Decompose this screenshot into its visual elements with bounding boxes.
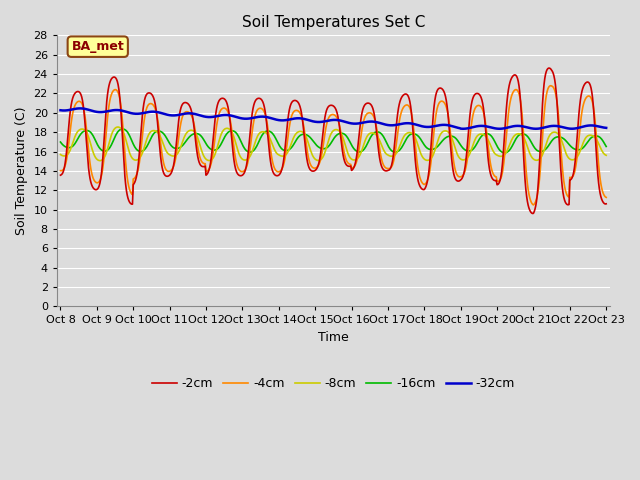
-4cm: [554, 104, 561, 110]
-32cm: [602, 125, 610, 131]
-16cm: [602, 144, 610, 149]
-16cm: [500, 150, 508, 156]
-8cm: [326, 132, 334, 138]
-2cm: [56, 172, 64, 178]
-2cm: [325, 103, 333, 109]
-2cm: [529, 211, 536, 216]
Line: -32cm: -32cm: [60, 108, 606, 129]
-16cm: [554, 134, 561, 140]
-8cm: [602, 153, 610, 158]
-2cm: [602, 201, 610, 207]
Legend: -2cm, -4cm, -8cm, -16cm, -32cm: -2cm, -4cm, -8cm, -16cm, -32cm: [147, 372, 520, 396]
-32cm: [459, 126, 467, 132]
-4cm: [547, 83, 555, 89]
-4cm: [56, 168, 64, 174]
-32cm: [56, 108, 64, 113]
-4cm: [602, 194, 610, 200]
-32cm: [200, 114, 208, 120]
-16cm: [56, 139, 64, 145]
-2cm: [545, 65, 553, 71]
-2cm: [177, 108, 184, 114]
-32cm: [433, 123, 440, 129]
X-axis label: Time: Time: [318, 331, 349, 344]
-32cm: [76, 106, 84, 111]
-16cm: [433, 144, 440, 150]
-4cm: [325, 115, 333, 120]
Title: Soil Temperatures Set C: Soil Temperatures Set C: [242, 15, 425, 30]
-16cm: [177, 144, 185, 150]
-32cm: [554, 123, 561, 129]
-2cm: [378, 164, 386, 170]
-8cm: [114, 124, 122, 130]
-4cm: [529, 202, 537, 208]
-8cm: [433, 140, 441, 145]
-8cm: [380, 146, 387, 152]
-8cm: [554, 131, 561, 136]
-16cm: [326, 142, 333, 148]
-4cm: [177, 124, 184, 130]
-4cm: [378, 157, 386, 163]
-32cm: [326, 118, 333, 123]
-8cm: [178, 141, 186, 147]
-2cm: [432, 93, 440, 98]
Line: -2cm: -2cm: [60, 68, 606, 214]
-16cm: [379, 132, 387, 138]
-8cm: [96, 158, 104, 164]
Y-axis label: Soil Temperature (C): Soil Temperature (C): [15, 107, 28, 235]
-8cm: [202, 156, 209, 161]
-16cm: [200, 138, 208, 144]
Line: -8cm: -8cm: [60, 127, 606, 161]
Text: BA_met: BA_met: [72, 40, 124, 53]
Line: -4cm: -4cm: [60, 86, 606, 205]
-16cm: [119, 126, 127, 132]
-4cm: [200, 160, 207, 166]
-32cm: [379, 121, 387, 127]
-2cm: [554, 110, 561, 116]
-2cm: [200, 164, 207, 169]
-32cm: [177, 111, 185, 117]
Line: -16cm: -16cm: [60, 129, 606, 153]
-8cm: [56, 152, 64, 157]
-4cm: [432, 114, 440, 120]
